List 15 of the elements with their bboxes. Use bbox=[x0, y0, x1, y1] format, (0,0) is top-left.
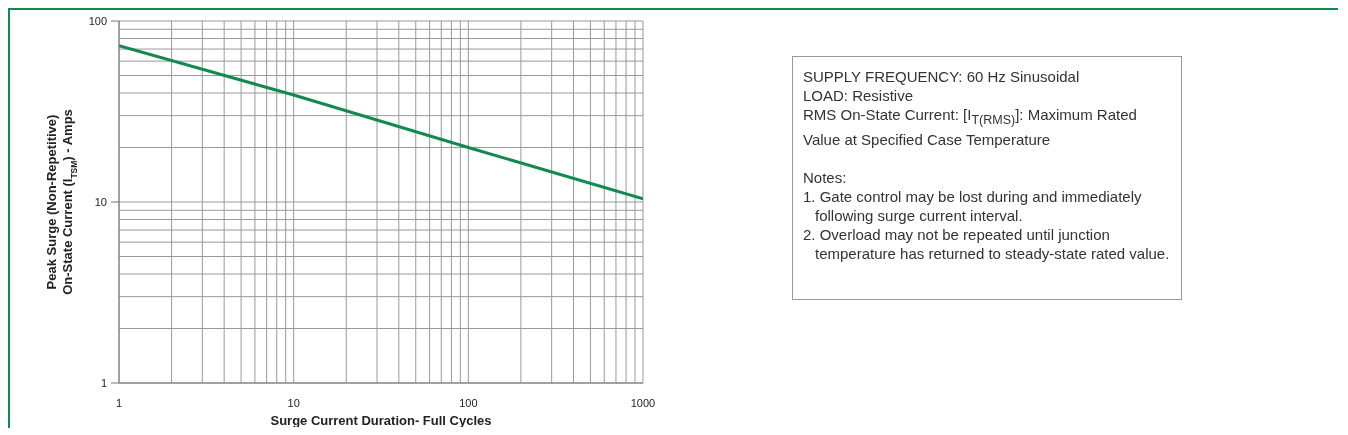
x-axis-title: Surge Current Duration- Full Cycles bbox=[270, 413, 492, 428]
x-tick-label: 10 bbox=[287, 397, 300, 409]
line-series bbox=[119, 44, 643, 201]
x-tick-label: 1 bbox=[115, 397, 123, 409]
x-tick-label: 1000 bbox=[630, 397, 656, 409]
text: Notes: bbox=[803, 168, 848, 187]
text: SUPPLY FREQUENCY: 60 Hz Sinusoidal bbox=[803, 67, 1081, 86]
x-tick-label: 100 bbox=[459, 397, 478, 409]
text: LOAD: Resistive bbox=[803, 86, 915, 105]
text: 1. Gate control may be lost during and immediately following surge current interval. bbox=[803, 187, 1143, 225]
y-tick-label: 10 bbox=[94, 196, 107, 208]
y-tick-label: 1 bbox=[100, 377, 107, 389]
y-tick-label: 100 bbox=[88, 15, 107, 27]
text: 2. Overload may not be repeated until junction temperature has returned to steady-state rated value. bbox=[803, 225, 1171, 263]
text: RMS On-State Current: [I$_{T(RMS)}$]: Maximum Rated Value at Specified Case Temperature bbox=[803, 105, 1138, 149]
